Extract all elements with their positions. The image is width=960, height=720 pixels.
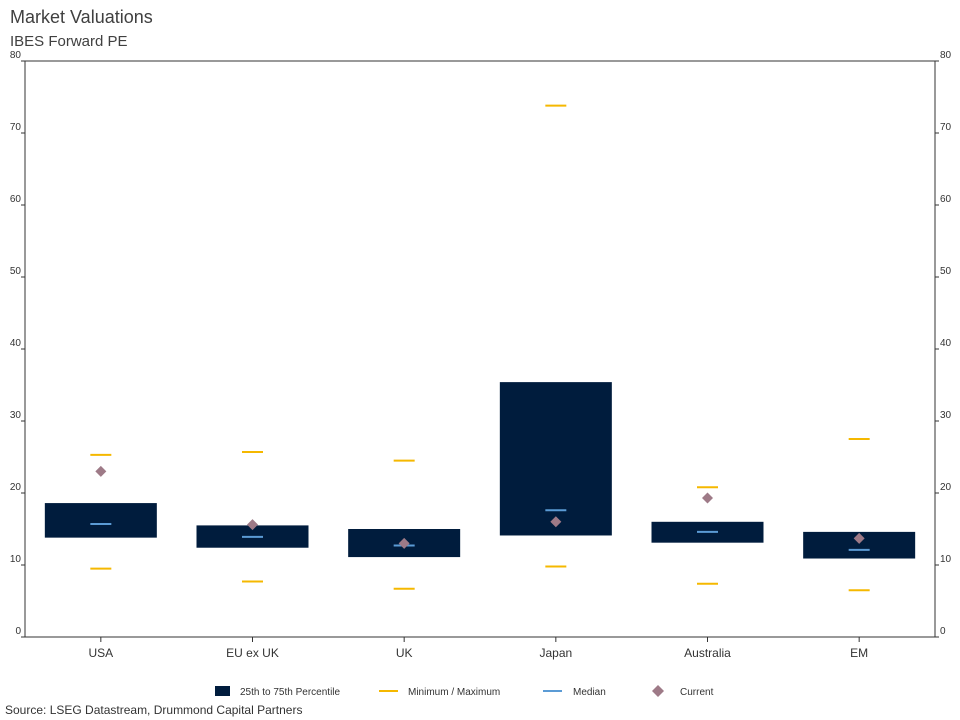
y-tick-label-right: 40 <box>940 338 952 349</box>
iqr-box <box>499 382 612 536</box>
y-tick-label-right: 30 <box>940 410 952 421</box>
source-note: Source: LSEG Datastream, Drummond Capita… <box>5 703 303 717</box>
y-tick-label-left: 60 <box>10 194 22 205</box>
x-tick-label: Australia <box>684 646 731 660</box>
iqr-box <box>44 503 157 538</box>
y-tick-label-right: 80 <box>940 50 952 61</box>
y-tick-label-left: 10 <box>10 554 22 565</box>
current-marker <box>247 519 258 531</box>
x-tick-label: USA <box>88 646 113 660</box>
legend-swatch-iqr <box>215 686 230 696</box>
y-tick-label-left: 30 <box>10 410 22 421</box>
y-tick-label-left: 0 <box>15 626 21 637</box>
current-marker <box>550 516 562 528</box>
chart-title: Market Valuations <box>10 7 153 27</box>
legend-label-minmax: Minimum / Maximum <box>408 687 500 698</box>
y-tick-label-left: 20 <box>10 482 22 493</box>
chart-subtitle: IBES Forward PE <box>10 33 128 50</box>
x-tick-label: EM <box>850 646 868 660</box>
y-tick-label-right: 0 <box>940 626 946 637</box>
legend-label-iqr: 25th to 75th Percentile <box>240 687 341 698</box>
x-tick-label: EU ex UK <box>226 646 279 660</box>
y-tick-label-right: 20 <box>940 482 952 493</box>
current-marker <box>702 492 713 504</box>
legend-label-median: Median <box>573 687 606 698</box>
y-tick-label-right: 60 <box>940 194 952 205</box>
current-marker <box>95 465 107 477</box>
plot-frame <box>24 60 936 638</box>
y-tick-label-left: 50 <box>10 266 22 277</box>
legend-swatch-current <box>652 685 664 697</box>
legend-label-current: Current <box>680 687 714 698</box>
y-tick-label-left: 40 <box>10 338 22 349</box>
current-marker <box>853 532 865 544</box>
y-tick-label-left: 70 <box>10 122 22 133</box>
y-tick-label-right: 50 <box>940 266 952 277</box>
x-tick-label: UK <box>396 646 413 660</box>
y-tick-label-right: 10 <box>940 554 952 565</box>
y-tick-label-left: 80 <box>10 50 22 61</box>
y-tick-label-right: 70 <box>940 122 952 133</box>
x-tick-label: Japan <box>539 646 572 660</box>
current-marker <box>398 537 410 549</box>
